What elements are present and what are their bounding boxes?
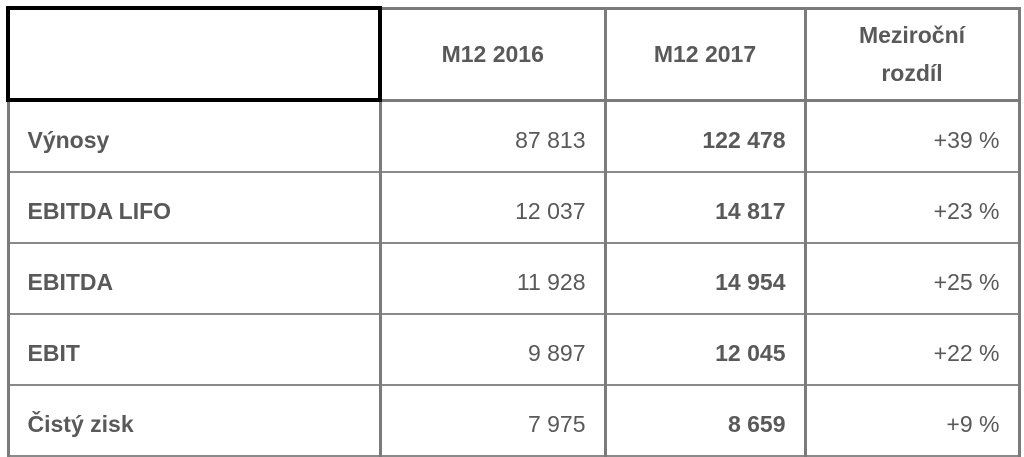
- value-m12-2016: 12 037: [378, 171, 607, 244]
- row-label: EBITDA LIFO: [6, 171, 382, 244]
- row-label: EBITDA: [6, 242, 382, 315]
- financial-results-table: M12 2016 M12 2017 Meziroční rozdíl Výnosy…: [6, 6, 1021, 457]
- header-m12-2016: M12 2016: [378, 6, 607, 102]
- value-m12-2016: 87 813: [378, 99, 607, 173]
- table-row: Čistý zisk 7 975 8 659 +9 %: [6, 384, 1021, 457]
- value-m12-2016: 7 975: [378, 384, 607, 457]
- value-yoy-diff: +9 %: [803, 384, 1021, 457]
- value-m12-2017: 14 817: [603, 171, 807, 244]
- table-row: Výnosy 87 813 122 478 +39 %: [6, 99, 1021, 173]
- header-m12-2017: M12 2017: [603, 6, 807, 102]
- table-row: EBIT 9 897 12 045 +22 %: [6, 313, 1021, 386]
- value-m12-2016: 9 897: [378, 313, 607, 386]
- header-corner-cell: [6, 6, 382, 102]
- row-label: Výnosy: [6, 99, 382, 173]
- value-m12-2016: 11 928: [378, 242, 607, 315]
- row-label: EBIT: [6, 313, 382, 386]
- header-yoy-line1: Meziroční: [858, 22, 966, 48]
- value-m12-2017: 14 954: [603, 242, 807, 315]
- value-m12-2017: 8 659: [603, 384, 807, 457]
- table-row: EBITDA LIFO 12 037 14 817 +23 %: [6, 171, 1021, 244]
- value-yoy-diff: +39 %: [803, 99, 1021, 173]
- value-yoy-diff: +25 %: [803, 242, 1021, 315]
- row-label: Čistý zisk: [6, 384, 382, 457]
- table-row: EBITDA 11 928 14 954 +25 %: [6, 242, 1021, 315]
- value-yoy-diff: +23 %: [803, 171, 1021, 244]
- header-yoy-line2: rozdíl: [881, 60, 943, 86]
- header-row: M12 2016 M12 2017 Meziroční rozdíl: [6, 6, 1021, 102]
- value-yoy-diff: +22 %: [803, 313, 1021, 386]
- value-m12-2017: 122 478: [603, 99, 807, 173]
- value-m12-2017: 12 045: [603, 313, 807, 386]
- header-yoy-diff: Meziroční rozdíl: [803, 6, 1021, 102]
